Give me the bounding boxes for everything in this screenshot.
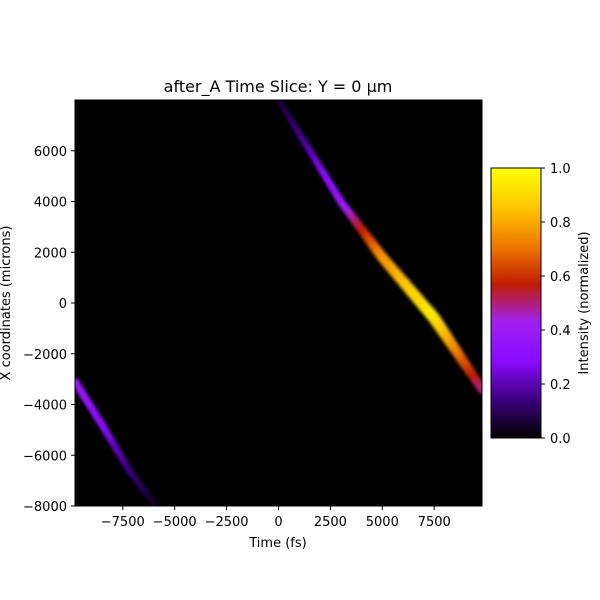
colorbar-tick-label: 0.4 — [550, 324, 571, 339]
heatmap-bands — [75, 100, 482, 506]
chart-title: after_A Time Slice: Y = 0 µm — [164, 77, 393, 97]
x-axis-ticks: −7500 −5000 −2500 0 2500 5000 7500 — [101, 506, 451, 530]
x-tick-label: 0 — [274, 515, 282, 530]
x-tick-label: 5000 — [366, 515, 399, 530]
colorbar-tick-label: 0.0 — [550, 432, 571, 447]
y-axis-label: X coordinates (microns) — [0, 226, 14, 381]
y-tick-label: 4000 — [34, 196, 67, 211]
x-tick-label: −5000 — [153, 515, 197, 530]
y-tick-label: 6000 — [34, 145, 67, 160]
y-tick-label: −8000 — [23, 500, 67, 515]
y-tick-label: −4000 — [23, 399, 67, 414]
y-axis-ticks: −8000 −6000 −4000 −2000 0 2000 4000 6000 — [23, 145, 75, 515]
y-tick-label: 2000 — [34, 246, 67, 261]
y-tick-label: −6000 — [23, 449, 67, 464]
y-tick-label: −2000 — [23, 348, 67, 363]
colorbar-ticks: 0.0 0.2 0.4 0.6 0.8 1.0 — [541, 162, 571, 447]
x-tick-label: 2500 — [314, 515, 347, 530]
x-tick-label: −2500 — [205, 515, 249, 530]
heatmap-band-1 — [275, 100, 482, 394]
colorbar — [490, 167, 542, 439]
colorbar-label: Intensity (normalized) — [577, 231, 592, 374]
x-tick-label: −7500 — [101, 515, 145, 530]
colorbar-tick-label: 1.0 — [550, 162, 571, 177]
colorbar-tick-label: 0.2 — [550, 378, 571, 393]
colorbar-tick-label: 0.6 — [550, 270, 571, 285]
x-tick-label: 7500 — [418, 515, 451, 530]
colorbar-tick-label: 0.8 — [550, 216, 571, 231]
x-axis-label: Time (fs) — [248, 536, 306, 551]
heatmap-band-2 — [75, 377, 159, 506]
y-tick-label: 0 — [59, 297, 67, 312]
